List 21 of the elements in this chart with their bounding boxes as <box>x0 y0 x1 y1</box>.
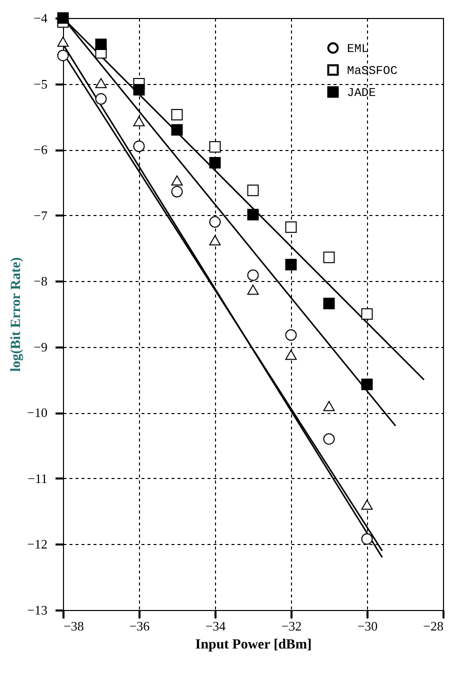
x-axis-title: Input Power [dBm] <box>195 638 312 652</box>
x-tick-label: −36 <box>129 618 150 634</box>
y-tick-label: −11 <box>28 470 48 486</box>
x-tick-label: −30 <box>357 618 378 634</box>
legend-label: JADE <box>347 86 376 100</box>
x-tick-label: −38 <box>64 618 84 634</box>
x-tick-label: −32 <box>281 618 302 634</box>
x-tick-label: −28 <box>423 618 444 634</box>
legend-label: MaSSFOC <box>347 64 398 78</box>
y-tick-label: −5 <box>34 76 48 92</box>
y-tick-label: −12 <box>27 536 48 552</box>
y-tick-label: −13 <box>27 602 48 618</box>
y-tick-label: −9 <box>34 339 48 354</box>
x-tick-label: −34 <box>205 618 226 634</box>
y-tick-label: −7 <box>34 208 48 223</box>
y-tick-label: −10 <box>27 405 48 420</box>
y-axis-title: log(Bit Error Rate) <box>9 256 24 372</box>
y-tick-label: −6 <box>34 142 48 158</box>
legend-label: EML <box>347 42 369 56</box>
y-tick-label: −8 <box>34 274 48 289</box>
y-tick-label: −4 <box>34 10 48 26</box>
